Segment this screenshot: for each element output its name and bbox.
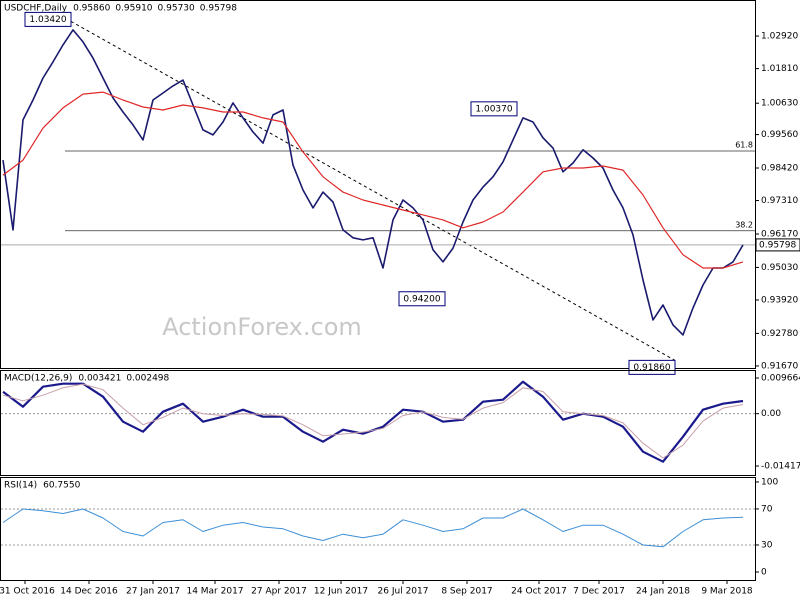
y-tick-label: 1.02920 — [761, 32, 798, 42]
x-tick-label: 7 Dec 2017 — [573, 587, 625, 597]
y-tick-label: 0.98420 — [761, 164, 798, 174]
x-tick-label: 14 Mar 2017 — [186, 587, 243, 597]
x-tick-label: 27 Apr 2017 — [251, 587, 307, 597]
y-tick-label: 30 — [761, 540, 773, 550]
annotation-label: 0.94200 — [403, 294, 440, 304]
y-tick-label: 0.95030 — [761, 263, 798, 273]
y-tick-label: 0.91670 — [761, 361, 798, 371]
header-value: 0.95798 — [200, 4, 237, 14]
header-value: 0.003421 — [78, 374, 121, 384]
watermark: ActionForex.com — [162, 313, 362, 341]
x-tick-label: 8 Sep 2017 — [441, 587, 492, 597]
panel-frame — [0, 370, 756, 476]
panel-frame — [0, 477, 756, 581]
panel-frame — [0, 0, 756, 369]
x-tick-label: 14 Dec 2016 — [60, 587, 118, 597]
series-line — [2, 508, 744, 548]
trendline — [70, 20, 676, 361]
x-tick-label: 27 Jan 2017 — [126, 587, 180, 597]
fib-label: 61.8 — [735, 141, 753, 150]
y-tick-label: 0.92780 — [761, 329, 798, 339]
x-tick-label: 9 Mar 2018 — [701, 587, 753, 597]
series-line — [2, 29, 744, 336]
y-tick-label: 0.009664 — [761, 373, 800, 383]
header-value: 60.7550 — [43, 481, 80, 491]
annotation-box — [24, 11, 72, 27]
annotation-box — [470, 101, 518, 117]
y-tick-label: 100 — [761, 477, 778, 487]
header-value: 0.002498 — [126, 374, 169, 384]
panel-title: USDCHF,Daily — [4, 4, 68, 14]
series-line — [2, 91, 744, 269]
annotation-label: 1.03420 — [29, 15, 66, 25]
header-value: 0.95730 — [158, 4, 195, 14]
y-tick-label: 70 — [761, 504, 773, 514]
current-price-box — [755, 238, 800, 252]
series-line — [2, 383, 744, 459]
x-tick-label: 24 Oct 2017 — [511, 587, 567, 597]
y-tick-label: 0 — [761, 567, 767, 577]
panel-title: RSI(14) — [4, 481, 37, 491]
panel-title: MACD(12,26,9) — [4, 374, 72, 384]
y-tick-label: 1.01810 — [761, 64, 798, 74]
y-tick-label: 0.96170 — [761, 229, 798, 239]
x-tick-label: 26 Jul 2017 — [378, 587, 429, 597]
fib-label: 38.2 — [735, 220, 753, 229]
annotation-label: 1.00370 — [475, 104, 512, 114]
x-tick-label: 31 Oct 2016 — [0, 587, 55, 597]
y-tick-label: -0.014171 — [761, 461, 800, 471]
y-tick-label: 1.00630 — [761, 99, 798, 109]
y-tick-label: 0.00 — [761, 409, 781, 419]
x-tick-label: 12 Jun 2017 — [314, 587, 368, 597]
x-tick-label: 24 Jan 2018 — [636, 587, 690, 597]
annotation-box — [398, 291, 446, 307]
y-tick-label: 0.93920 — [761, 295, 798, 305]
annotation-label: 0.91860 — [633, 363, 670, 373]
y-tick-label: 0.99560 — [761, 130, 798, 140]
header-value: 0.95860 — [73, 4, 110, 14]
current-price-label: 0.95798 — [759, 240, 796, 250]
y-tick-label: 0.97310 — [761, 196, 798, 206]
header-value: 0.95910 — [115, 4, 152, 14]
